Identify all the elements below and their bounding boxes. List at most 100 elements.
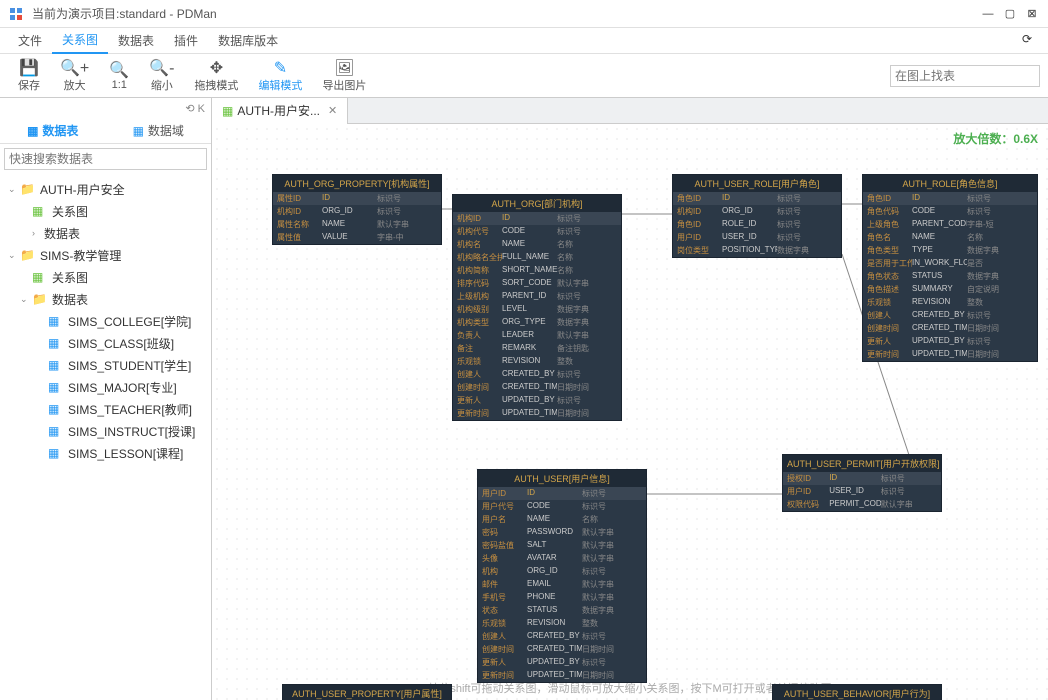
- entity-table[interactable]: AUTH_USER[用户信息]用户IDID标识号用户代号CODE标识号用户名NA…: [477, 469, 647, 683]
- entity-pk-row: 授权IDID标识号: [783, 472, 941, 485]
- entity-row: 用户名NAME名称: [478, 513, 646, 526]
- toolbar-button[interactable]: 🔍-缩小: [139, 57, 184, 95]
- close-tab-icon[interactable]: ✕: [328, 104, 337, 117]
- entity-row: 机构简称SHORT_NAME名称: [453, 264, 621, 277]
- toolbar-icon: ✎: [274, 59, 287, 77]
- entity-table[interactable]: AUTH_USER_ROLE[用户角色]角色IDID标识号机构IDORG_ID标…: [672, 174, 842, 258]
- title-bar: 当前为演示项目:standard - PDMan — ▢ ⊠: [0, 0, 1048, 28]
- entity-row: 更新人UPDATED_BY标识号: [453, 394, 621, 407]
- menu-bar: 文件关系图数据表插件数据库版本 ⟳: [0, 28, 1048, 54]
- tree-node[interactable]: ▦SIMS_STUDENT[学生]: [0, 354, 211, 376]
- entity-row: 权限代码PERMIT_CODE默认字串: [783, 498, 941, 511]
- tree-node[interactable]: ▦SIMS_INSTRUCT[授课]: [0, 420, 211, 442]
- tree-node[interactable]: ▦关系图: [0, 266, 211, 288]
- entity-row: 创建人CREATED_BY标识号: [478, 630, 646, 643]
- entity-header: AUTH_ROLE[角色信息]: [863, 175, 1037, 192]
- entity-row: 机构略名全拼FULL_NAME名称: [453, 251, 621, 264]
- entity-header: AUTH_USER_PROPERTY[用户属性]: [283, 685, 451, 700]
- menu-item[interactable]: 关系图: [52, 27, 108, 54]
- entity-row: 机构级别LEVEL数据字典: [453, 303, 621, 316]
- toolbar-button[interactable]: ✥拖拽模式: [184, 57, 248, 95]
- toolbar-icon: ✥: [210, 59, 223, 77]
- tree-node[interactable]: ›数据表: [0, 222, 211, 244]
- chevron-icon: ›: [32, 228, 44, 238]
- toolbar-icon: 🔍: [109, 61, 129, 79]
- toolbar: 💾保存🔍+放大🔍1:1🔍-缩小✥拖拽模式✎编辑模式🖼导出图片: [0, 54, 1048, 98]
- entity-row: 头像AVATAR默认字串: [478, 552, 646, 565]
- refresh-icon[interactable]: ⟳: [1022, 32, 1040, 50]
- folder-icon: 📁: [32, 292, 48, 306]
- toolbar-button[interactable]: 💾保存: [8, 57, 50, 95]
- entity-pk-row: 角色IDID标识号: [673, 192, 841, 205]
- entity-row: 乐观锁REVISION整数: [478, 617, 646, 630]
- entity-row: 邮件EMAIL默认字串: [478, 578, 646, 591]
- entity-header: AUTH_ORG[部门机构]: [453, 195, 621, 212]
- tree-node[interactable]: ▦SIMS_CLASS[班级]: [0, 332, 211, 354]
- folder-icon: 📁: [20, 248, 36, 262]
- entity-row: 是否用于工作流IN_WORK_FLOW是否: [863, 257, 1037, 270]
- menu-item[interactable]: 插件: [164, 28, 208, 53]
- entity-row: 更新时间UPDATED_TIME日期时间: [478, 669, 646, 682]
- minimize-button[interactable]: —: [980, 6, 996, 22]
- content-tab[interactable]: ▦AUTH-用户安...✕: [212, 98, 348, 124]
- entity-table[interactable]: AUTH_USER_PROPERTY[用户属性]: [282, 684, 452, 700]
- toolbar-button[interactable]: ✎编辑模式: [248, 57, 312, 95]
- tree-node[interactable]: ▦SIMS_COLLEGE[学院]: [0, 310, 211, 332]
- entity-row: 角色状态STATUS数据字典: [863, 270, 1037, 283]
- entity-table[interactable]: AUTH_ORG_PROPERTY[机构属性]属性IDID标识号机构IDORG_…: [272, 174, 442, 245]
- entity-row: 更新时间UPDATED_TIME日期时间: [453, 407, 621, 420]
- menu-item[interactable]: 文件: [8, 28, 52, 53]
- tree-node[interactable]: ▦SIMS_MAJOR[专业]: [0, 376, 211, 398]
- close-button[interactable]: ⊠: [1024, 6, 1040, 22]
- tree-node[interactable]: ⌄📁AUTH-用户安全: [0, 178, 211, 200]
- entity-row: 机构类型ORG_TYPE数据字典: [453, 316, 621, 329]
- entity-row: 负责人LEADER默认字串: [453, 329, 621, 342]
- entity-row: 排序代码SORT_CODE默认字串: [453, 277, 621, 290]
- entity-row: 角色名NAME名称: [863, 231, 1037, 244]
- entity-table[interactable]: AUTH_USER_PERMIT[用户开放权限]授权IDID标识号用户IDUSE…: [782, 454, 942, 512]
- entity-pk-row: 属性IDID标识号: [273, 192, 441, 205]
- tree-node[interactable]: ▦关系图: [0, 200, 211, 222]
- entity-table[interactable]: AUTH_USER_BEHAVIOR[用户行为]: [772, 684, 942, 700]
- entity-row: 用户代号CODE标识号: [478, 500, 646, 513]
- toolbar-icon: 🔍+: [60, 59, 89, 77]
- sidebar-search-input[interactable]: [4, 148, 207, 170]
- toolbar-button[interactable]: 🖼导出图片: [312, 57, 376, 95]
- entity-row: 属性值VALUE字串-中: [273, 231, 441, 244]
- entity-table[interactable]: AUTH_ORG[部门机构]机构IDID标识号机构代号CODE标识号机构名NAM…: [452, 194, 622, 421]
- entity-row: 创建时间CREATED_TIME日期时间: [478, 643, 646, 656]
- entity-row: 机构名NAME名称: [453, 238, 621, 251]
- table-icon: ▦: [48, 336, 64, 350]
- entity-row: 机构ORG_ID标识号: [478, 565, 646, 578]
- app-logo-icon: [8, 6, 24, 22]
- entity-row: 岗位类型POSITION_TYPE数据字典: [673, 244, 841, 257]
- table-icon: ▦: [48, 314, 64, 328]
- entity-row: 密码盐值SALT默认字串: [478, 539, 646, 552]
- menu-item[interactable]: 数据表: [108, 28, 164, 53]
- toolbar-button[interactable]: 🔍+放大: [50, 57, 99, 95]
- sidebar-collapse[interactable]: ⟲ K: [0, 98, 211, 118]
- diagram-canvas[interactable]: 放大倍数：0.6X 按住shift可拖动关系图，滑动鼠标可放大缩小关系图，按下M…: [212, 124, 1048, 700]
- entity-table[interactable]: AUTH_ROLE[角色信息]角色IDID标识号角色代码CODE标识号上级角色P…: [862, 174, 1038, 362]
- toolbar-button[interactable]: 🔍1:1: [99, 59, 139, 93]
- entity-header: AUTH_USER_PERMIT[用户开放权限]: [783, 455, 941, 472]
- entity-row: 机构IDORG_ID标识号: [673, 205, 841, 218]
- canvas-search-input[interactable]: [890, 65, 1040, 87]
- tree-node[interactable]: ▦SIMS_LESSON[课程]: [0, 442, 211, 464]
- tree-node[interactable]: ▦SIMS_TEACHER[教师]: [0, 398, 211, 420]
- entity-header: AUTH_USER[用户信息]: [478, 470, 646, 487]
- diagram-icon: ▦: [32, 204, 48, 218]
- maximize-button[interactable]: ▢: [1002, 6, 1018, 22]
- diagram-icon: ▦: [32, 270, 48, 284]
- window-title: 当前为演示项目:standard - PDMan: [32, 5, 974, 22]
- grid-icon: ▦: [27, 124, 38, 138]
- tree-node[interactable]: ⌄📁数据表: [0, 288, 211, 310]
- menu-item[interactable]: 数据库版本: [208, 28, 288, 53]
- sidebar-tab[interactable]: ▦数据域: [106, 118, 212, 143]
- tree-node[interactable]: ⌄📁SIMS-教学管理: [0, 244, 211, 266]
- zoom-indicator: 放大倍数：0.6X: [953, 130, 1038, 147]
- sidebar-tab[interactable]: ▦数据表: [0, 118, 106, 143]
- entity-row: 角色IDROLE_ID标识号: [673, 218, 841, 231]
- entity-row: 属性名称NAME默认字串: [273, 218, 441, 231]
- table-icon: ▦: [48, 380, 64, 394]
